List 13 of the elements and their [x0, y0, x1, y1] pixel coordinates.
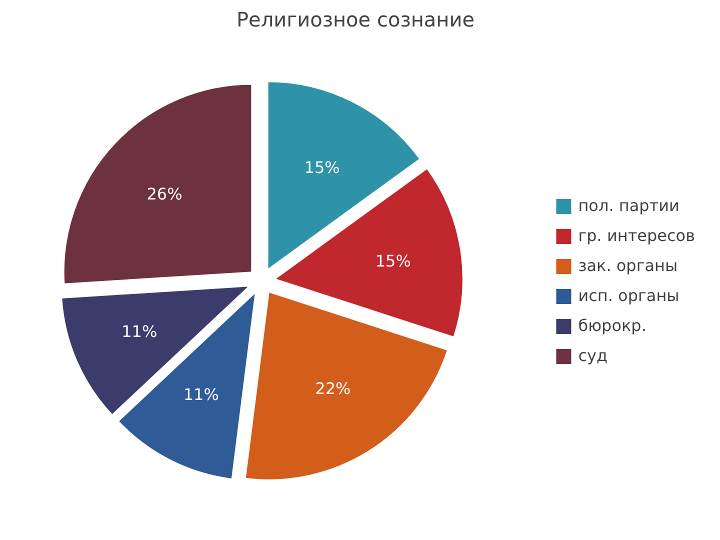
legend-label: гр. интересов [578, 226, 695, 245]
data-label: 11% [122, 322, 158, 341]
chart-title: Религиозное сознание [236, 8, 475, 32]
legend-label: суд [578, 346, 608, 365]
data-label: 22% [315, 378, 351, 398]
legend-label: исп. органы [578, 286, 680, 305]
data-label: 26% [146, 184, 182, 204]
legend-label: пол. партии [578, 196, 680, 215]
legend-label: бюрокр. [578, 316, 646, 335]
data-label: 11% [183, 384, 219, 404]
data-label: 15% [375, 252, 411, 271]
legend-label: зак. органы [578, 256, 678, 275]
data-label: 15% [304, 158, 340, 178]
